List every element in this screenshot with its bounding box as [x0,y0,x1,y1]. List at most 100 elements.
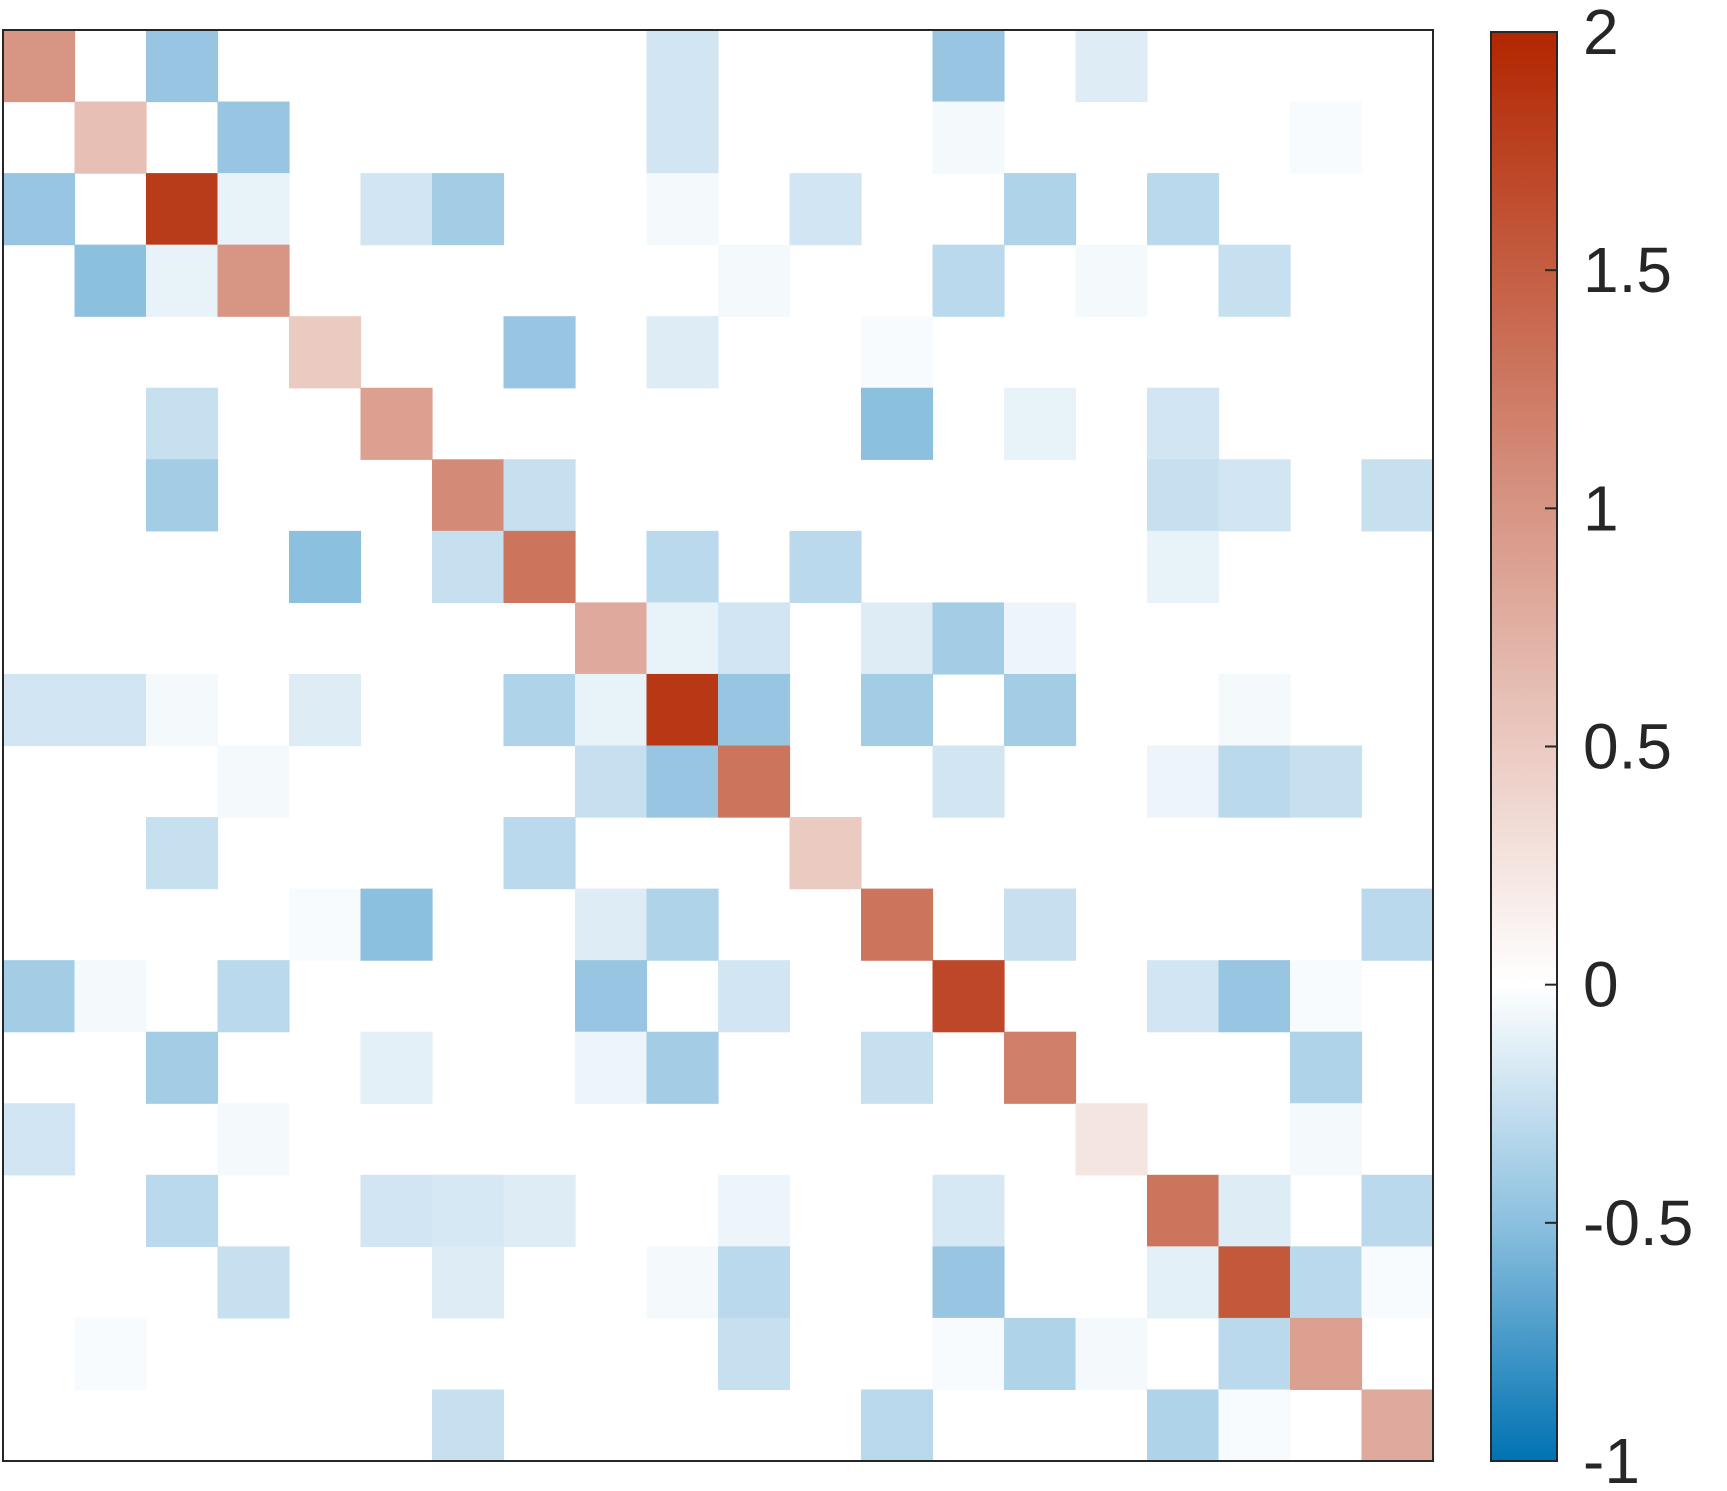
heatmap-cell-r20-c7 [432,1389,505,1462]
heatmap-cell-r10-c18 [1218,673,1291,747]
heatmap-cell-r16-c1 [3,1103,76,1176]
heatmap-cell-r15-c10 [646,1031,719,1104]
heatmap-cell-r19-c2 [74,1317,147,1391]
heatmap-cell-r7-c20 [1361,459,1434,532]
heatmap-cell-r10-c13 [861,673,934,747]
heatmap-cell-r2-c19 [1290,101,1363,174]
heatmap-cell-r15-c13 [861,1031,934,1104]
heatmap-cell-r10-c9 [575,673,648,747]
heatmap-cell-r12-c3 [146,817,219,890]
colorbar-tick-label: 2 [1583,0,1619,68]
heatmap-cell-r4-c3 [146,244,219,317]
heatmap-cell-r13-c20 [1361,888,1434,961]
heatmap-cell-r3-c12 [789,173,862,246]
heatmap-cell-r3-c10 [646,173,719,246]
heatmap-cells [3,30,1434,1462]
heatmap-cell-r20-c20 [1361,1389,1434,1462]
heatmap-cell-r15-c9 [575,1031,648,1104]
colorbar-tick-label: 1.5 [1583,234,1672,306]
heatmap-cell-r18-c4 [217,1246,290,1319]
heatmap-cell-r14-c14 [932,960,1005,1033]
heatmap-cell-r2-c14 [932,101,1005,174]
heatmap-cell-r20-c18 [1218,1389,1291,1462]
heatmap-cell-r18-c17 [1147,1246,1220,1319]
heatmap-cell-r14-c2 [74,960,147,1033]
heatmap-cell-r13-c15 [1004,888,1077,961]
heatmap-cell-r9-c15 [1004,602,1077,675]
heatmap-cell-r8-c5 [289,530,362,603]
heatmap-cell-r1-c3 [146,30,219,103]
heatmap-cell-r3-c1 [3,173,76,246]
heatmap-cell-r15-c6 [360,1031,433,1104]
heatmap-cell-r19-c15 [1004,1317,1077,1391]
heatmap-cell-r19-c19 [1290,1317,1363,1391]
heatmap-cell-r6-c6 [360,387,433,460]
heatmap-cell-r17-c18 [1218,1174,1291,1247]
colorbar-tick-label: 0.5 [1583,711,1672,783]
plot-area-frame [2,29,1434,1462]
heatmap-cell-r19-c16 [1075,1317,1148,1391]
heatmap-cell-r4-c2 [74,244,147,317]
heatmap-cell-r14-c19 [1290,960,1363,1033]
heatmap-cell-r14-c11 [718,960,791,1033]
heatmap-cell-r10-c2 [74,673,147,747]
heatmap-cell-r4-c4 [217,244,290,317]
colorbar-tick-label: 1 [1583,472,1619,544]
heatmap-cell-r9-c14 [932,602,1005,675]
heatmap-cell-r16-c19 [1290,1103,1363,1176]
heatmap-cell-r7-c8 [503,459,576,532]
heatmap-cell-r11-c19 [1290,745,1363,818]
heatmap-cell-r17-c11 [718,1174,791,1247]
heatmap-cell-r12-c8 [503,817,576,890]
heatmap-cell-r18-c20 [1361,1246,1434,1319]
heatmap-cell-r14-c17 [1147,960,1220,1033]
heatmap-cell-r7-c18 [1218,459,1291,532]
heatmap-cell-r9-c9 [575,602,648,675]
heatmap-cell-r1-c10 [646,30,719,103]
heatmap-cell-r13-c9 [575,888,648,961]
heatmap-cell-r18-c7 [432,1246,505,1319]
heatmap-cell-r8-c12 [789,530,862,603]
heatmap-cell-r14-c1 [3,960,76,1033]
heatmap-cell-r2-c2 [74,101,147,174]
heatmap-cell-r14-c9 [575,960,648,1033]
heatmap-cell-r7-c3 [146,459,219,532]
heatmap-cell-r2-c4 [217,101,290,174]
heatmap-cell-r3-c4 [217,173,290,246]
heatmap-cell-r6-c17 [1147,387,1220,460]
heatmap-cell-r4-c14 [932,244,1005,317]
heatmap-cell-r3-c3 [146,173,219,246]
heatmap-cell-r7-c17 [1147,459,1220,532]
heatmap-cell-r12-c12 [789,817,862,890]
heatmap-cell-r3-c17 [1147,173,1220,246]
heatmap-cell-r17-c17 [1147,1174,1220,1247]
heatmap-cell-r17-c7 [432,1174,505,1247]
heatmap-cell-r18-c14 [932,1246,1005,1319]
heatmap-cell-r10-c3 [146,673,219,747]
heatmap-cell-r17-c14 [932,1174,1005,1247]
heatmap-cell-r17-c20 [1361,1174,1434,1247]
heatmap-cell-r11-c11 [718,745,791,818]
heatmap-cell-r19-c18 [1218,1317,1291,1391]
heatmap-cell-r10-c5 [289,673,362,747]
heatmap-cell-r2-c10 [646,101,719,174]
heatmap-cell-r6-c13 [861,387,934,460]
heatmap-cell-r13-c10 [646,888,719,961]
heatmap-cell-r17-c3 [146,1174,219,1247]
heatmap-cell-r16-c16 [1075,1103,1148,1176]
colorbar-tick-label: 0 [1583,949,1619,1021]
heatmap-cell-r3-c6 [360,173,433,246]
heatmap-cell-r4-c11 [718,244,791,317]
heatmap-cell-r19-c14 [932,1317,1005,1391]
heatmap-cell-r14-c4 [217,960,290,1033]
heatmap-cell-r20-c17 [1147,1389,1220,1462]
heatmap-cell-r10-c10 [646,673,719,747]
heatmap-cell-r19-c11 [718,1317,791,1391]
heatmap-cell-r13-c6 [360,888,433,961]
heatmap-cell-r1-c14 [932,30,1005,103]
heatmap-cell-r5-c10 [646,316,719,389]
heatmap-cell-r16-c4 [217,1103,290,1176]
heatmap-cell-r11-c4 [217,745,290,818]
heatmap-cell-r20-c13 [861,1389,934,1462]
heatmap-cell-r9-c11 [718,602,791,675]
